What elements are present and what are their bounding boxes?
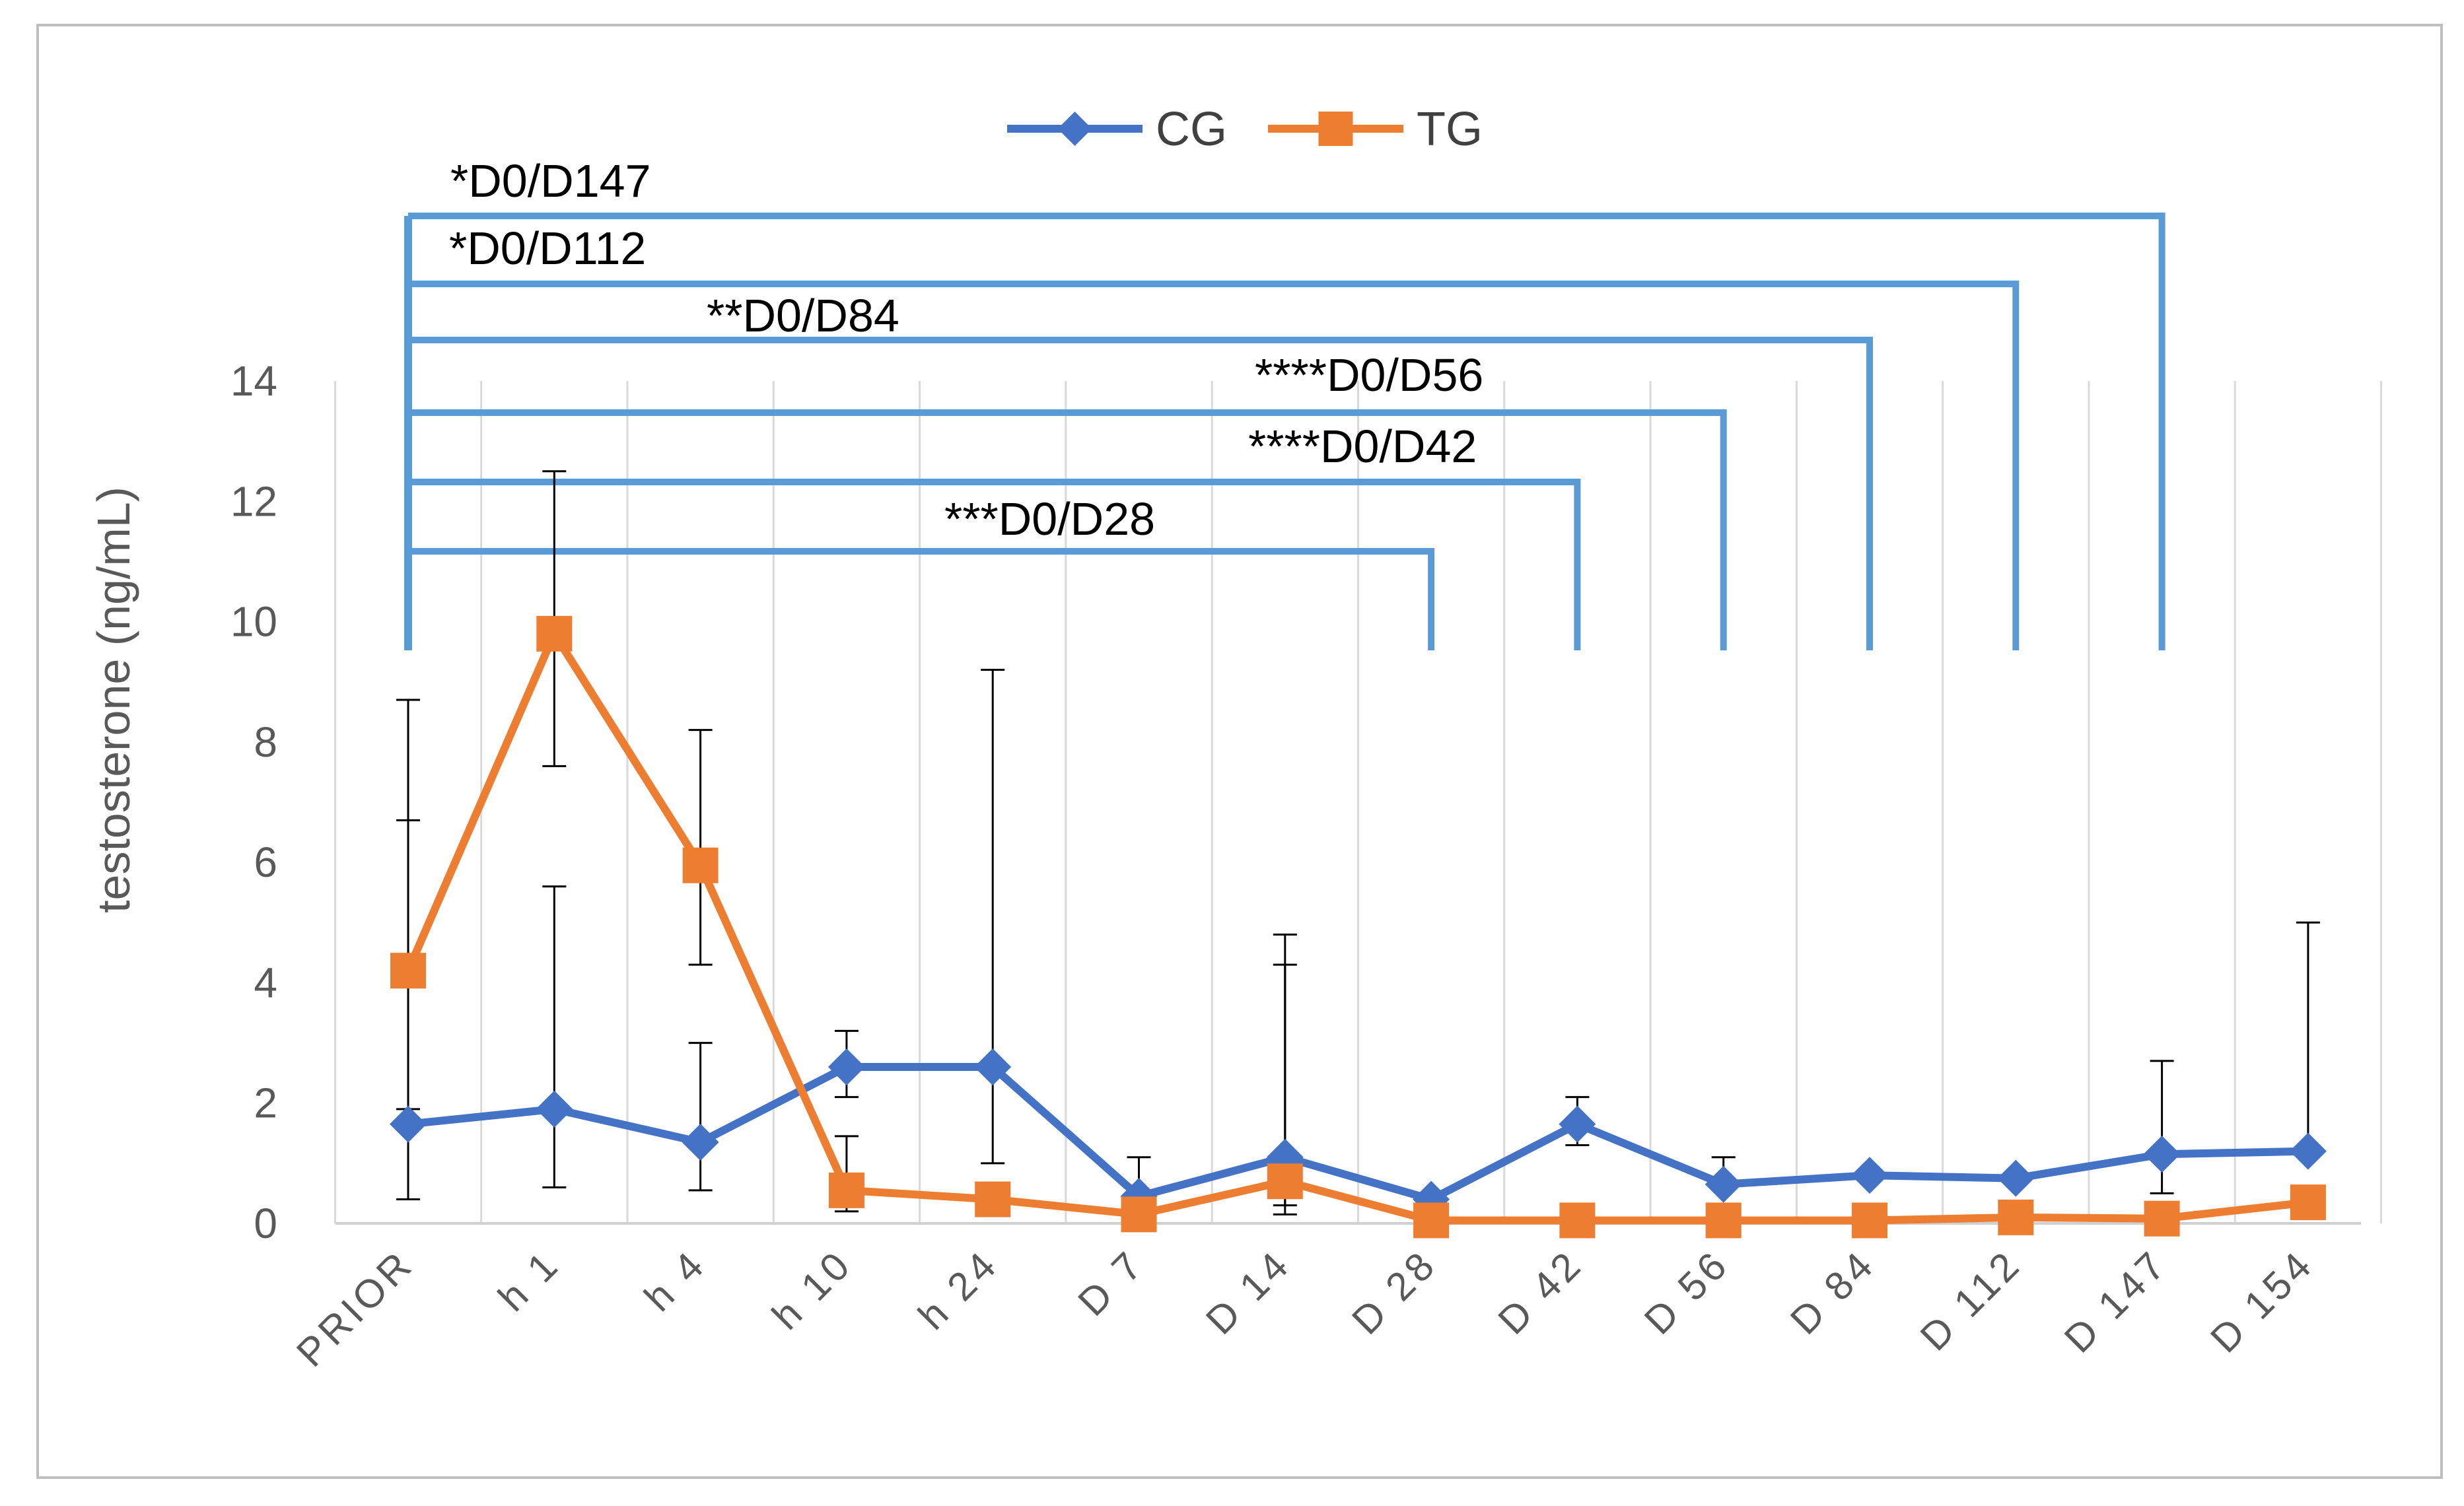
- data-point-cg: [2289, 1132, 2327, 1170]
- legend: CG TG: [1007, 103, 1483, 156]
- data-point-tg: [1852, 1202, 1887, 1239]
- bracket-line: [408, 213, 2165, 650]
- y-axis-label: testosterone (ng/mL): [88, 487, 139, 913]
- data-point-tg: [1559, 1202, 1596, 1239]
- data-point-cg: [1851, 1157, 1888, 1194]
- bracket-label: **D0/D84: [707, 290, 899, 341]
- data-point-cg: [682, 1123, 719, 1161]
- bracket-label: *D0/D147: [450, 155, 651, 207]
- bracket-label: ****D0/D56: [1255, 349, 1483, 401]
- data-point-cg: [2143, 1136, 2181, 1173]
- data-point-tg: [1267, 1163, 1303, 1200]
- legend-label-tg: TG: [1417, 103, 1483, 156]
- data-point-tg: [682, 847, 719, 883]
- bracket-line: [408, 409, 1727, 650]
- data-point-cg: [1705, 1165, 1742, 1203]
- chart-border: [36, 24, 2443, 1479]
- series-line-tg: [404, 629, 2309, 1225]
- y-tick-label: 10: [230, 598, 277, 646]
- data-point-tg: [390, 953, 426, 989]
- y-tick-label: 0: [254, 1200, 277, 1247]
- data-point-tg: [1705, 1202, 1742, 1239]
- grid-lines: [334, 381, 2383, 1223]
- data-point-cg: [1559, 1105, 1596, 1143]
- data-point-cg: [536, 1090, 573, 1128]
- bracket-line: [408, 337, 1873, 650]
- data-point-tg: [536, 615, 573, 652]
- data-point-cg: [390, 1105, 427, 1143]
- bracket-label: *D0/D112: [449, 222, 646, 274]
- bracket-line: [408, 479, 1581, 650]
- y-tick-label: 14: [230, 357, 277, 405]
- data-point-tg: [1998, 1199, 2034, 1235]
- data-point-tg: [1413, 1202, 1450, 1239]
- bracket-line: [408, 281, 2020, 650]
- series-lines: [390, 615, 2327, 1239]
- data-point-tg: [1121, 1196, 1157, 1233]
- y-tick-label: 6: [254, 839, 277, 886]
- data-point-tg: [975, 1181, 1011, 1217]
- series-line-cg: [407, 1063, 2309, 1204]
- bracket-label: ***D0/D28: [944, 493, 1155, 545]
- y-tick-label: 8: [254, 718, 277, 766]
- bracket-label: ****D0/D42: [1248, 421, 1477, 472]
- data-point-tg: [2290, 1184, 2326, 1221]
- legend-marker-tg: [1318, 112, 1353, 146]
- data-point-cg: [1997, 1159, 2035, 1197]
- y-tick-labels: 0 2 4 6 8 10 12 14: [230, 357, 277, 1247]
- legend-label-cg: CG: [1156, 103, 1227, 156]
- y-tick-label: 4: [254, 959, 277, 1006]
- data-point-cg: [974, 1048, 1012, 1086]
- y-tick-label: 12: [230, 477, 277, 525]
- legend-marker-cg: [1057, 112, 1092, 146]
- data-point-cg: [827, 1048, 865, 1086]
- y-tick-label: 2: [254, 1079, 277, 1127]
- data-point-tg: [2144, 1200, 2180, 1237]
- bracket-line: [408, 548, 1435, 650]
- significance-brackets: ***D0/D28 ****D0/D42 ****D0/D56 **D0/D84 *D0…: [404, 155, 2165, 650]
- data-point-tg: [828, 1172, 864, 1208]
